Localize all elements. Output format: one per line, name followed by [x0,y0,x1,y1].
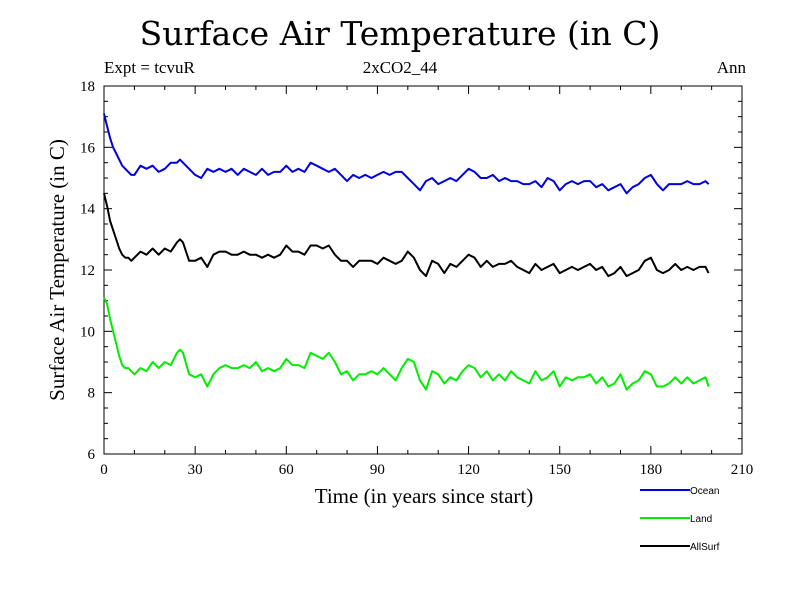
scenario-label: 2xCO2_44 [362,58,438,77]
legend-label-land: Land [690,514,712,525]
y-tick-label: 14 [80,202,96,218]
series-layer [103,113,710,391]
x-tick-label: 90 [370,462,385,478]
axis-ticks: 0 30 60 90 120 150 180 210 6 8 10 12 14 16 18 [80,79,753,478]
x-tick-label: 30 [188,462,203,478]
legend-label-ocean: Ocean [690,486,719,497]
plot-frame [103,85,743,455]
legend: Ocean Land AllSurf [640,486,720,553]
y-tick-label: 16 [80,140,96,156]
x-tick-label: 150 [548,462,571,478]
period-label: Ann [716,58,746,77]
series-line-allsurf [103,193,710,278]
y-tick-label: 6 [88,447,96,463]
chart-title: Surface Air Temperature (in C) [139,14,661,53]
experiment-label: Expt = tcvuR [104,58,195,77]
y-tick-label: 8 [88,386,96,402]
plot-area [103,85,743,455]
x-tick-label: 120 [457,462,480,478]
y-tick-label: 18 [80,79,95,95]
x-tick-label: 210 [731,462,754,478]
series-line-ocean [103,113,710,195]
legend-label-allsurf: AllSurf [690,542,720,553]
y-tick-label: 10 [80,324,95,340]
x-tick-label: 180 [640,462,663,478]
x-tick-label: 60 [279,462,294,478]
y-axis-label: Surface Air Temperature (in C) [45,139,69,401]
x-axis-label: Time (in years since start) [315,484,534,508]
series-line-land [103,297,710,391]
y-tick-label: 12 [80,263,95,279]
x-tick-label: 0 [100,462,108,478]
